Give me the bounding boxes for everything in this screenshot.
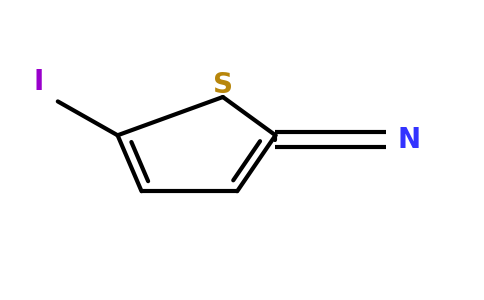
Text: S: S bbox=[213, 71, 233, 99]
Text: I: I bbox=[33, 68, 44, 96]
Text: N: N bbox=[397, 126, 421, 154]
